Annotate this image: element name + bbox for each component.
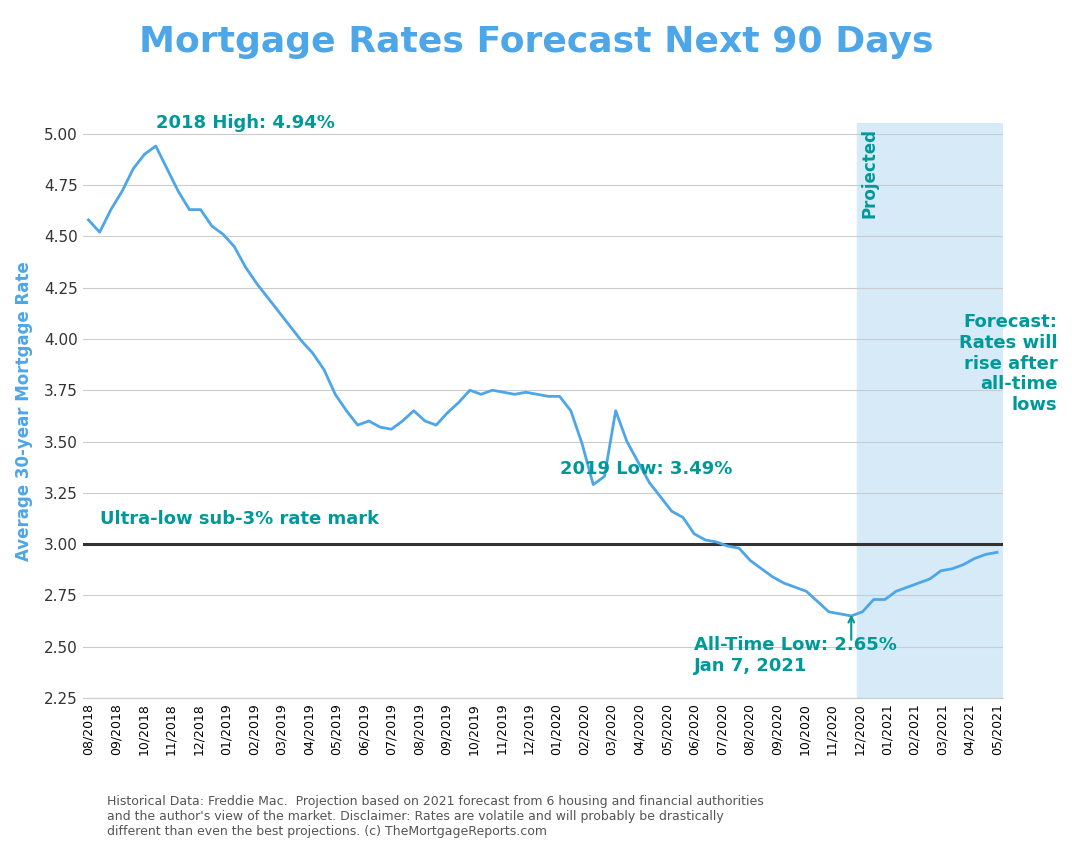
Text: Ultra-low sub-3% rate mark: Ultra-low sub-3% rate mark [100,509,378,528]
Text: Historical Data: Freddie Mac.  Projection based on 2021 forecast from 6 housing : Historical Data: Freddie Mac. Projection… [107,794,764,838]
Y-axis label: Average 30-year Mortgage Rate: Average 30-year Mortgage Rate [15,261,33,561]
Text: Mortgage Rates Forecast Next 90 Days: Mortgage Rates Forecast Next 90 Days [138,25,934,59]
Text: All-Time Low: 2.65%
Jan 7, 2021: All-Time Low: 2.65% Jan 7, 2021 [695,636,897,675]
Text: 2019 Low: 3.49%: 2019 Low: 3.49% [560,460,732,478]
Text: Forecast:
Rates will
rise after
all-time
lows: Forecast: Rates will rise after all-time… [959,313,1058,415]
Text: Projected: Projected [860,128,878,217]
Bar [857,124,1002,698]
Text: 2018 High: 4.94%: 2018 High: 4.94% [155,113,334,132]
